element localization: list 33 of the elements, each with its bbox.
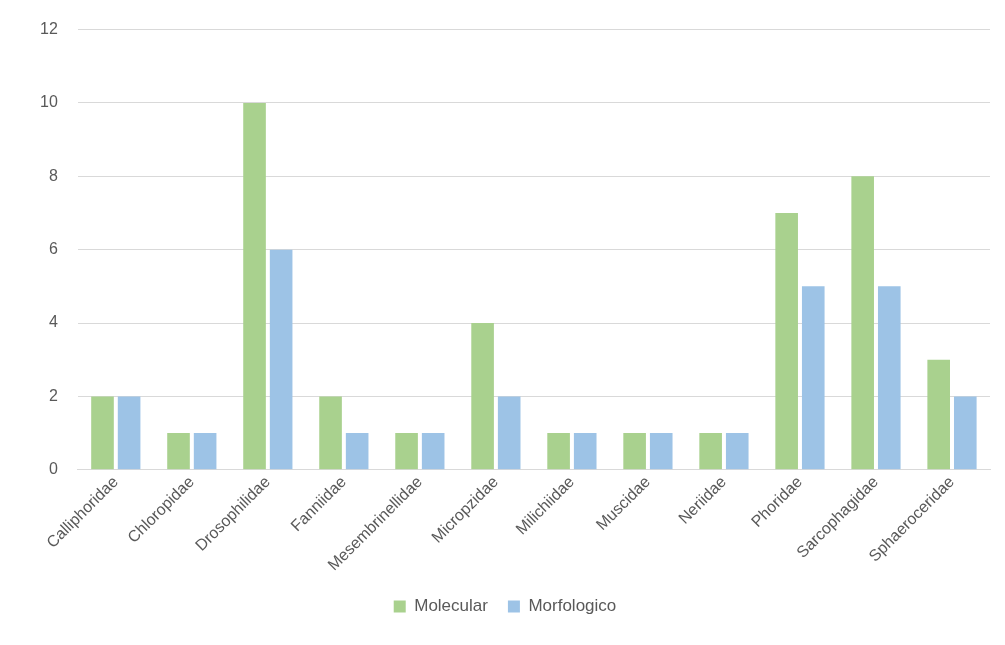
bar — [623, 433, 646, 470]
bar — [699, 433, 722, 470]
bar — [927, 359, 950, 470]
bar — [547, 433, 570, 470]
bar — [725, 433, 749, 470]
bar — [421, 433, 445, 470]
y-tick-label: 12 — [40, 20, 58, 38]
y-tick-label: 6 — [48, 240, 58, 258]
bar — [269, 249, 293, 470]
legend-label: Morfologico — [528, 596, 617, 616]
bar — [953, 396, 977, 470]
bar — [471, 323, 494, 470]
y-tick-label: 0 — [48, 460, 58, 478]
bar — [649, 433, 673, 470]
bar — [801, 286, 825, 470]
y-tick-label: 8 — [48, 166, 58, 184]
y-tick-label: 2 — [48, 386, 58, 404]
bar — [497, 396, 521, 470]
legend-label: Molecular — [414, 596, 489, 616]
bar — [573, 433, 597, 470]
bar — [851, 176, 874, 470]
bar — [319, 396, 342, 470]
bar — [395, 433, 418, 470]
bar — [243, 102, 266, 470]
bar — [167, 433, 190, 470]
bar — [775, 213, 798, 470]
bar — [91, 396, 114, 470]
bar — [877, 286, 901, 470]
y-tick-label: 10 — [40, 93, 58, 111]
bar — [345, 433, 369, 470]
bar — [193, 433, 217, 470]
bar — [117, 396, 141, 470]
y-tick-label: 4 — [48, 313, 58, 331]
